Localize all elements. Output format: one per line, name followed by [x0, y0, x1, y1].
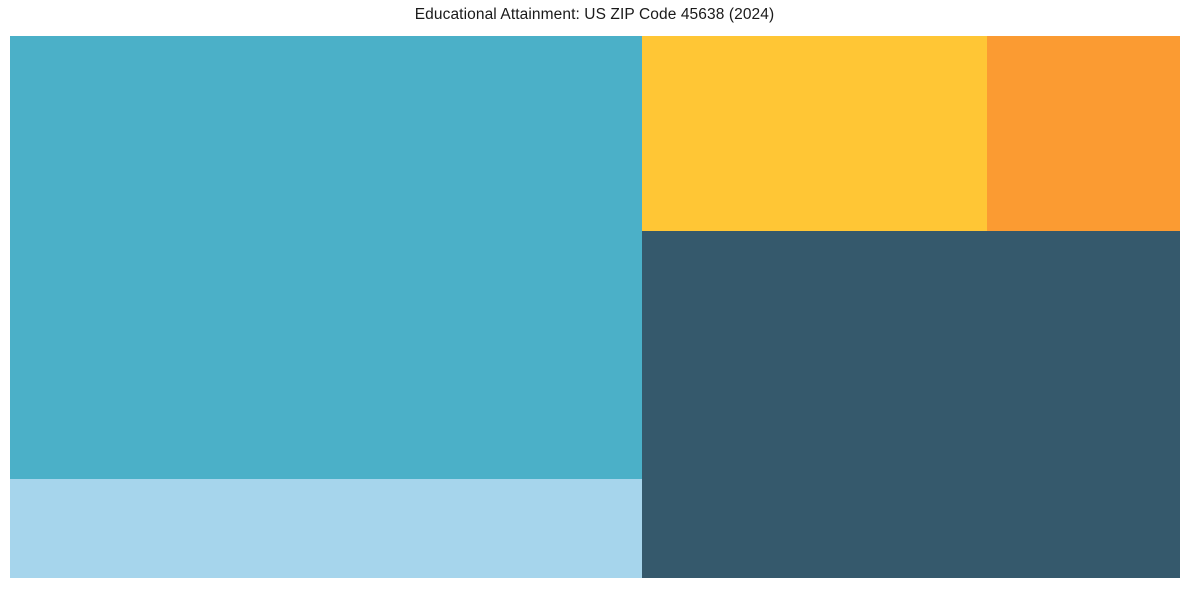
treemap-plot-area: High school graduate (includes equivalen…: [10, 36, 1180, 578]
treemap-tile[interactable]: High school graduate (includes equivalen…: [10, 36, 642, 479]
treemap-tile[interactable]: Less than high school diploma: [987, 36, 1180, 231]
treemap-tile[interactable]: Graduate or professional degree: [10, 479, 642, 578]
chart-title: Educational Attainment: US ZIP Code 4563…: [414, 6, 775, 23]
treemap-tile[interactable]: Some college or associate's degree: [642, 231, 1180, 578]
treemap-tile[interactable]: Bachelor's degree: [642, 36, 987, 231]
